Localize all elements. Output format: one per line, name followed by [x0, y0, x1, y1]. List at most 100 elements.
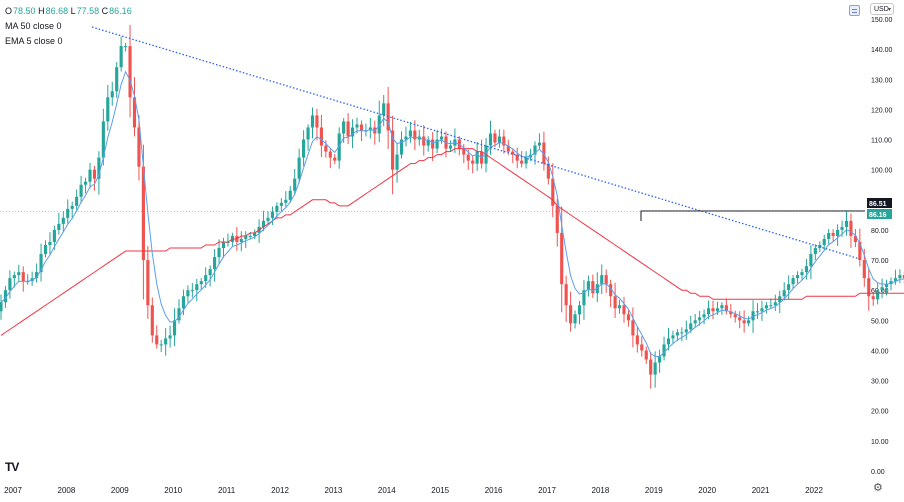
collapse-panel-button[interactable]	[849, 5, 860, 16]
candle-body	[813, 248, 817, 255]
y-tick-label: 140.00	[871, 47, 893, 54]
candle-body	[302, 139, 306, 158]
x-tick-label: 2010	[164, 486, 182, 495]
chart-legend: O78.50 H86.68 L77.58 C86.16 MA 50 close …	[5, 4, 132, 49]
candle-body	[635, 335, 639, 345]
candle-body	[488, 133, 493, 146]
trendline[interactable]	[91, 26, 861, 260]
candle-body	[119, 46, 123, 68]
gear-icon[interactable]: ⚙	[873, 482, 883, 494]
candle-body	[150, 305, 154, 336]
candle-body	[48, 241, 52, 245]
candle-body	[310, 115, 315, 128]
candle-body	[613, 296, 617, 309]
candle-body	[404, 136, 408, 140]
candle-body	[604, 275, 608, 285]
y-tick-label: 30.00	[871, 379, 889, 386]
candle-body	[297, 157, 301, 179]
indicator-ma-row[interactable]: MA 50 close 0	[5, 19, 132, 34]
candle-body	[413, 130, 417, 140]
x-tick-label: 2014	[378, 486, 396, 495]
candle-body	[355, 124, 359, 128]
candle-body	[448, 145, 453, 149]
candle-body	[377, 115, 381, 134]
candle-body	[248, 235, 252, 237]
candle-body	[804, 266, 809, 273]
candle-body	[622, 305, 626, 315]
candle-body	[769, 305, 773, 307]
candle-body	[569, 305, 573, 324]
candle-body	[337, 133, 341, 161]
indicator-ma-label: MA 50 close 0	[5, 21, 62, 31]
x-tick-label: 2020	[698, 486, 716, 495]
candle-body	[827, 232, 831, 239]
candle-body	[742, 320, 746, 324]
candle-body	[702, 314, 706, 318]
ema5-line	[0, 70, 904, 357]
x-tick-label: 2011	[218, 486, 236, 495]
candle-body	[506, 145, 510, 152]
candle-body	[12, 275, 16, 279]
open-value: 78.50	[13, 6, 36, 16]
candle-body	[475, 151, 479, 164]
candle-body	[564, 284, 568, 306]
candle-body	[631, 320, 635, 336]
low-label: L	[70, 6, 76, 16]
candle-body	[760, 308, 764, 312]
currency-selector[interactable]: USD ▾	[870, 3, 894, 15]
candle-body	[715, 308, 720, 312]
candle-body	[155, 335, 159, 345]
level-price-badge	[867, 198, 892, 208]
candle-body	[181, 296, 186, 309]
x-tick-label: 2015	[431, 486, 449, 495]
y-tick-label: 40.00	[871, 348, 889, 355]
candle-body	[431, 139, 435, 149]
x-tick-label: 2022	[805, 486, 823, 495]
candle-body	[555, 205, 559, 233]
candle-body	[853, 235, 857, 242]
candle-body	[346, 121, 350, 137]
candle-body	[270, 211, 275, 218]
indicator-ema-row[interactable]: EMA 5 close 0	[5, 34, 132, 49]
candle-body	[177, 308, 181, 321]
high-value: 86.68	[45, 6, 69, 16]
candle-body	[386, 103, 390, 131]
candle-body	[724, 305, 728, 312]
candle-body	[244, 235, 248, 239]
candle-body	[0, 302, 3, 312]
last-price-badge	[867, 209, 892, 219]
candle-body	[600, 275, 604, 285]
candle-body	[266, 217, 270, 221]
candle-body	[511, 151, 515, 155]
candle-body	[426, 139, 430, 146]
open-label: O	[5, 6, 13, 16]
candle-body	[533, 145, 537, 155]
candle-body	[551, 178, 555, 206]
candle-body	[253, 232, 257, 236]
candle-body	[52, 229, 56, 242]
x-tick-label: 2018	[592, 486, 610, 495]
candle-body	[92, 169, 97, 179]
candle-body	[172, 320, 177, 336]
candle-body	[217, 248, 221, 258]
candle-body	[159, 344, 163, 346]
candle-body	[213, 257, 217, 270]
resistance-level-line[interactable]	[640, 210, 865, 221]
candle-body	[279, 202, 283, 206]
candle-body	[871, 296, 875, 300]
candle-body	[70, 205, 74, 209]
candle-body	[689, 323, 693, 330]
candle-body	[132, 97, 137, 128]
candle-body	[128, 46, 132, 98]
y-tick-label: 130.00	[871, 77, 893, 84]
candle-body	[711, 308, 715, 312]
candle-body	[221, 241, 226, 249]
chevron-down-icon: ▾	[887, 7, 891, 13]
x-tick-label: 2019	[645, 486, 663, 495]
candle-body	[497, 136, 501, 143]
candle-body	[137, 127, 141, 167]
candle-body	[164, 338, 168, 345]
y-tick-label: 100.00	[871, 168, 893, 175]
candle-body	[17, 272, 21, 276]
